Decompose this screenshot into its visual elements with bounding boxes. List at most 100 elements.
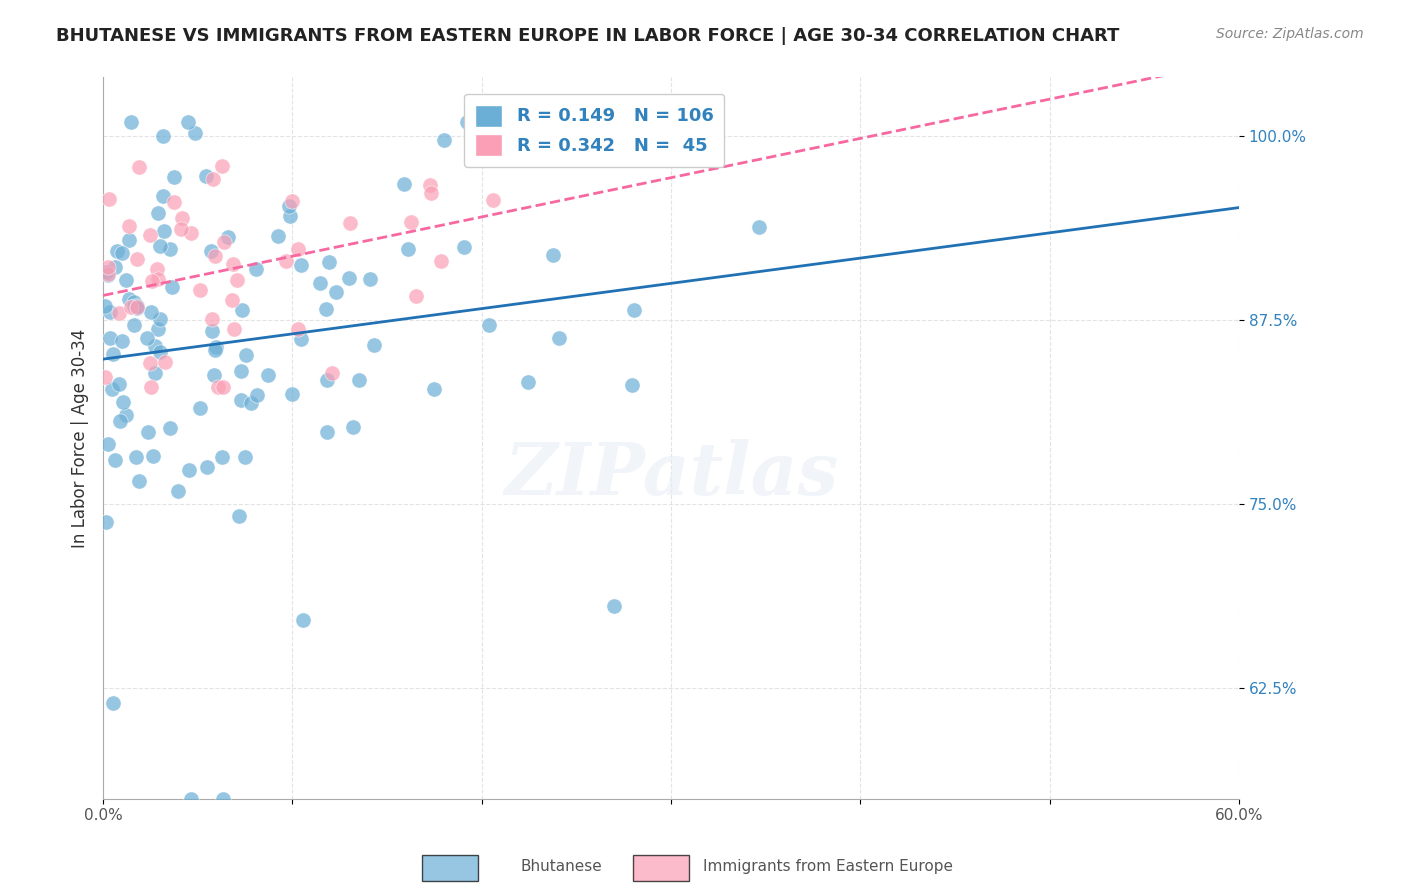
Point — [221, 293, 243, 308]
FancyBboxPatch shape — [422, 855, 478, 881]
Point — [166, 484, 188, 499]
Point — [120, 114, 142, 128]
Point — [342, 420, 364, 434]
Point — [172, 211, 194, 226]
Point — [211, 450, 233, 464]
Point — [478, 318, 501, 333]
Point — [94, 370, 117, 384]
Point — [101, 382, 124, 396]
Point — [163, 195, 186, 210]
Point — [481, 194, 503, 208]
Point — [118, 293, 141, 307]
Point — [359, 272, 381, 286]
Point — [148, 238, 170, 252]
Point — [146, 261, 169, 276]
Point — [159, 420, 181, 434]
Point — [256, 368, 278, 382]
Point — [122, 295, 145, 310]
Text: BHUTANESE VS IMMIGRANTS FROM EASTERN EUROPE IN LABOR FORCE | AGE 30-34 CORRELATI: BHUTANESE VS IMMIGRANTS FROM EASTERN EUR… — [56, 27, 1119, 45]
Point — [163, 170, 186, 185]
Point — [318, 255, 340, 269]
Point — [347, 373, 370, 387]
Point — [202, 368, 225, 382]
Point — [226, 272, 249, 286]
Point — [115, 408, 138, 422]
Point — [433, 133, 456, 147]
Point — [96, 515, 118, 529]
Point — [422, 383, 444, 397]
Point — [207, 379, 229, 393]
Point — [97, 437, 120, 451]
Point — [104, 260, 127, 275]
Point — [180, 227, 202, 241]
Point — [141, 274, 163, 288]
Point — [246, 388, 269, 402]
Point — [97, 192, 120, 206]
Point — [278, 199, 301, 213]
Point — [281, 194, 304, 209]
Point — [321, 366, 343, 380]
Point — [228, 509, 250, 524]
Point — [135, 331, 157, 345]
Point — [107, 306, 129, 320]
Point — [97, 268, 120, 283]
Point — [153, 224, 176, 238]
Point — [111, 246, 134, 260]
Point — [394, 177, 416, 191]
Point — [233, 450, 256, 465]
Point — [200, 244, 222, 258]
Point — [128, 161, 150, 175]
Point — [245, 262, 267, 277]
Point — [290, 258, 312, 272]
Point — [204, 249, 226, 263]
Point — [115, 273, 138, 287]
Point — [399, 215, 422, 229]
Point — [339, 216, 361, 230]
Point — [96, 264, 118, 278]
Point — [118, 233, 141, 247]
Point — [453, 240, 475, 254]
Point — [201, 324, 224, 338]
Point — [139, 304, 162, 318]
Point — [231, 303, 253, 318]
Point — [170, 221, 193, 235]
Point — [97, 260, 120, 275]
Point — [315, 302, 337, 317]
Point — [308, 277, 330, 291]
Point — [211, 379, 233, 393]
Point — [188, 284, 211, 298]
Point — [195, 460, 218, 475]
Point — [204, 343, 226, 358]
Point — [111, 394, 134, 409]
Text: Immigrants from Eastern Europe: Immigrants from Eastern Europe — [703, 859, 953, 874]
Point — [291, 614, 314, 628]
Point — [548, 330, 571, 344]
FancyBboxPatch shape — [633, 855, 689, 881]
Point — [97, 267, 120, 281]
Point — [141, 379, 163, 393]
Point — [145, 339, 167, 353]
Point — [229, 393, 252, 408]
Point — [419, 178, 441, 192]
Point — [748, 220, 770, 235]
Point — [125, 301, 148, 316]
Point — [456, 114, 478, 128]
Point — [623, 302, 645, 317]
Point — [363, 338, 385, 352]
Point — [602, 599, 624, 613]
Point — [177, 463, 200, 477]
Point — [138, 425, 160, 439]
Point — [153, 355, 176, 369]
Point — [267, 228, 290, 243]
Point — [107, 377, 129, 392]
Text: Bhutanese: Bhutanese — [520, 859, 602, 874]
Point — [149, 312, 172, 326]
Point — [184, 126, 207, 140]
Point — [152, 189, 174, 203]
Point — [204, 340, 226, 354]
Point — [325, 285, 347, 299]
Point — [281, 387, 304, 401]
Point — [110, 414, 132, 428]
Point — [396, 243, 419, 257]
Point — [231, 364, 253, 378]
